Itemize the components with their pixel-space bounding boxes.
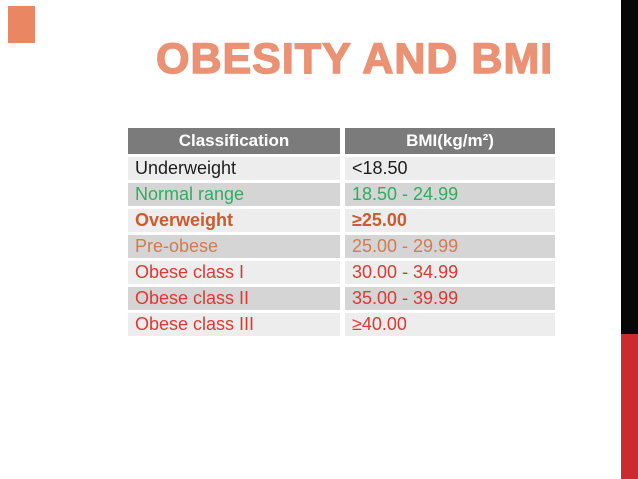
- cell-bmi: ≥25.00: [345, 209, 555, 232]
- cell-bmi: <18.50: [345, 157, 555, 180]
- table-row: Pre-obese 25.00 - 29.99: [128, 235, 555, 258]
- cell-classification: Pre-obese: [128, 235, 340, 258]
- cell-bmi: 25.00 - 29.99: [345, 235, 555, 258]
- page-title: OBESITY AND BMI: [155, 35, 554, 83]
- table-row: Obese class I 30.00 - 34.99: [128, 261, 555, 284]
- cell-bmi: 30.00 - 34.99: [345, 261, 555, 284]
- table-row: Overweight ≥25.00: [128, 209, 555, 232]
- cell-classification: Obese class II: [128, 287, 340, 310]
- table-header-row: Classification BMI(kg/m²): [128, 128, 555, 154]
- table-row: Obese class II 35.00 - 39.99: [128, 287, 555, 310]
- cell-classification: Normal range: [128, 183, 340, 206]
- cell-bmi: ≥40.00: [345, 313, 555, 336]
- accent-square: [8, 6, 35, 43]
- table-row: Underweight <18.50: [128, 157, 555, 180]
- cell-classification: Underweight: [128, 157, 340, 180]
- cell-classification: Obese class I: [128, 261, 340, 284]
- table-row: Normal range 18.50 - 24.99: [128, 183, 555, 206]
- right-edge-red-bar: [621, 334, 638, 479]
- table-row: Obese class III ≥40.00: [128, 313, 555, 336]
- cell-classification: Overweight: [128, 209, 340, 232]
- header-cell-classification: Classification: [128, 128, 340, 154]
- cell-bmi: 35.00 - 39.99: [345, 287, 555, 310]
- cell-bmi: 18.50 - 24.99: [345, 183, 555, 206]
- cell-classification: Obese class III: [128, 313, 340, 336]
- header-cell-bmi: BMI(kg/m²): [345, 128, 555, 154]
- bmi-table: Classification BMI(kg/m²) Underweight <1…: [128, 128, 555, 339]
- right-edge-black-bar: [621, 0, 638, 334]
